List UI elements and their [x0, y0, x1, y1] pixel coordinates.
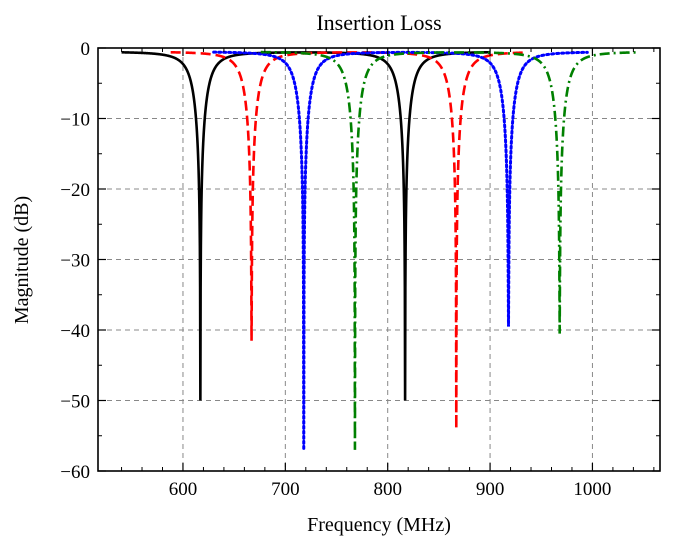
y-tick-label: −20 — [60, 180, 90, 201]
y-tick-label: −60 — [60, 462, 90, 483]
series-line-2 — [170, 50, 526, 429]
x-tick-label: 1000 — [573, 479, 611, 500]
y-tick-label: −40 — [60, 321, 90, 342]
x-axis-label: Frequency (MHz) — [307, 514, 451, 536]
y-axis-label: Magnitude (dB) — [11, 196, 33, 324]
y-tick-label: −10 — [60, 110, 90, 131]
y-tick-label: −50 — [60, 392, 90, 413]
grid — [98, 48, 660, 471]
x-tick-label: 600 — [169, 479, 198, 500]
y-tick-label: −30 — [60, 251, 90, 272]
series-line-4 — [260, 50, 639, 450]
curves — [121, 50, 639, 450]
y-tick-label: 0 — [81, 39, 91, 60]
chart-title: Insertion Loss — [316, 10, 441, 35]
x-tick-label: 700 — [271, 479, 300, 500]
x-tick-label: 900 — [476, 479, 505, 500]
ticks: 600 700 800 900 1000 0 −10 −20 −30 −40 −50 −60 — [60, 39, 660, 500]
x-tick-label: 800 — [373, 479, 402, 500]
series-line-3 — [212, 50, 589, 450]
